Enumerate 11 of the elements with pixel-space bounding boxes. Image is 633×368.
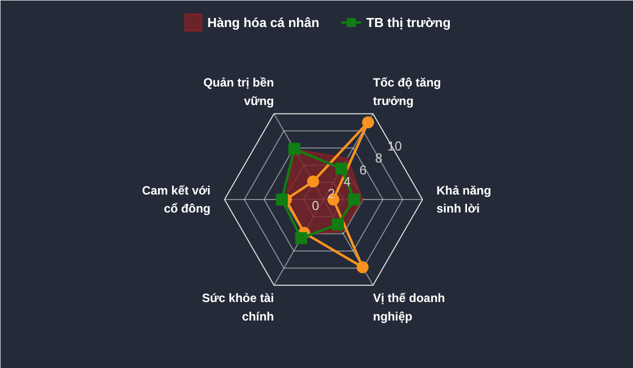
legend-label: TB thị trường (366, 14, 451, 30)
legend-label: Hàng hóa cá nhân (207, 14, 320, 30)
spoke-label: Cam kết với cổ đông (142, 183, 211, 216)
spoke-label: Sức khỏe tài chính (202, 291, 274, 324)
y-tick-label: 4 (344, 174, 351, 190)
y-tick-label: 6 (359, 162, 367, 178)
y-tick-label: 0 (312, 198, 320, 213)
spoke-label: Tốc độ tăng trưởng (373, 76, 441, 108)
spoke-label: Quản trị bền vững (203, 76, 274, 108)
spoke-label: Khả năng sinh lời (436, 183, 492, 216)
spoke-label: Vị thế doanh nghiệp (373, 291, 445, 324)
